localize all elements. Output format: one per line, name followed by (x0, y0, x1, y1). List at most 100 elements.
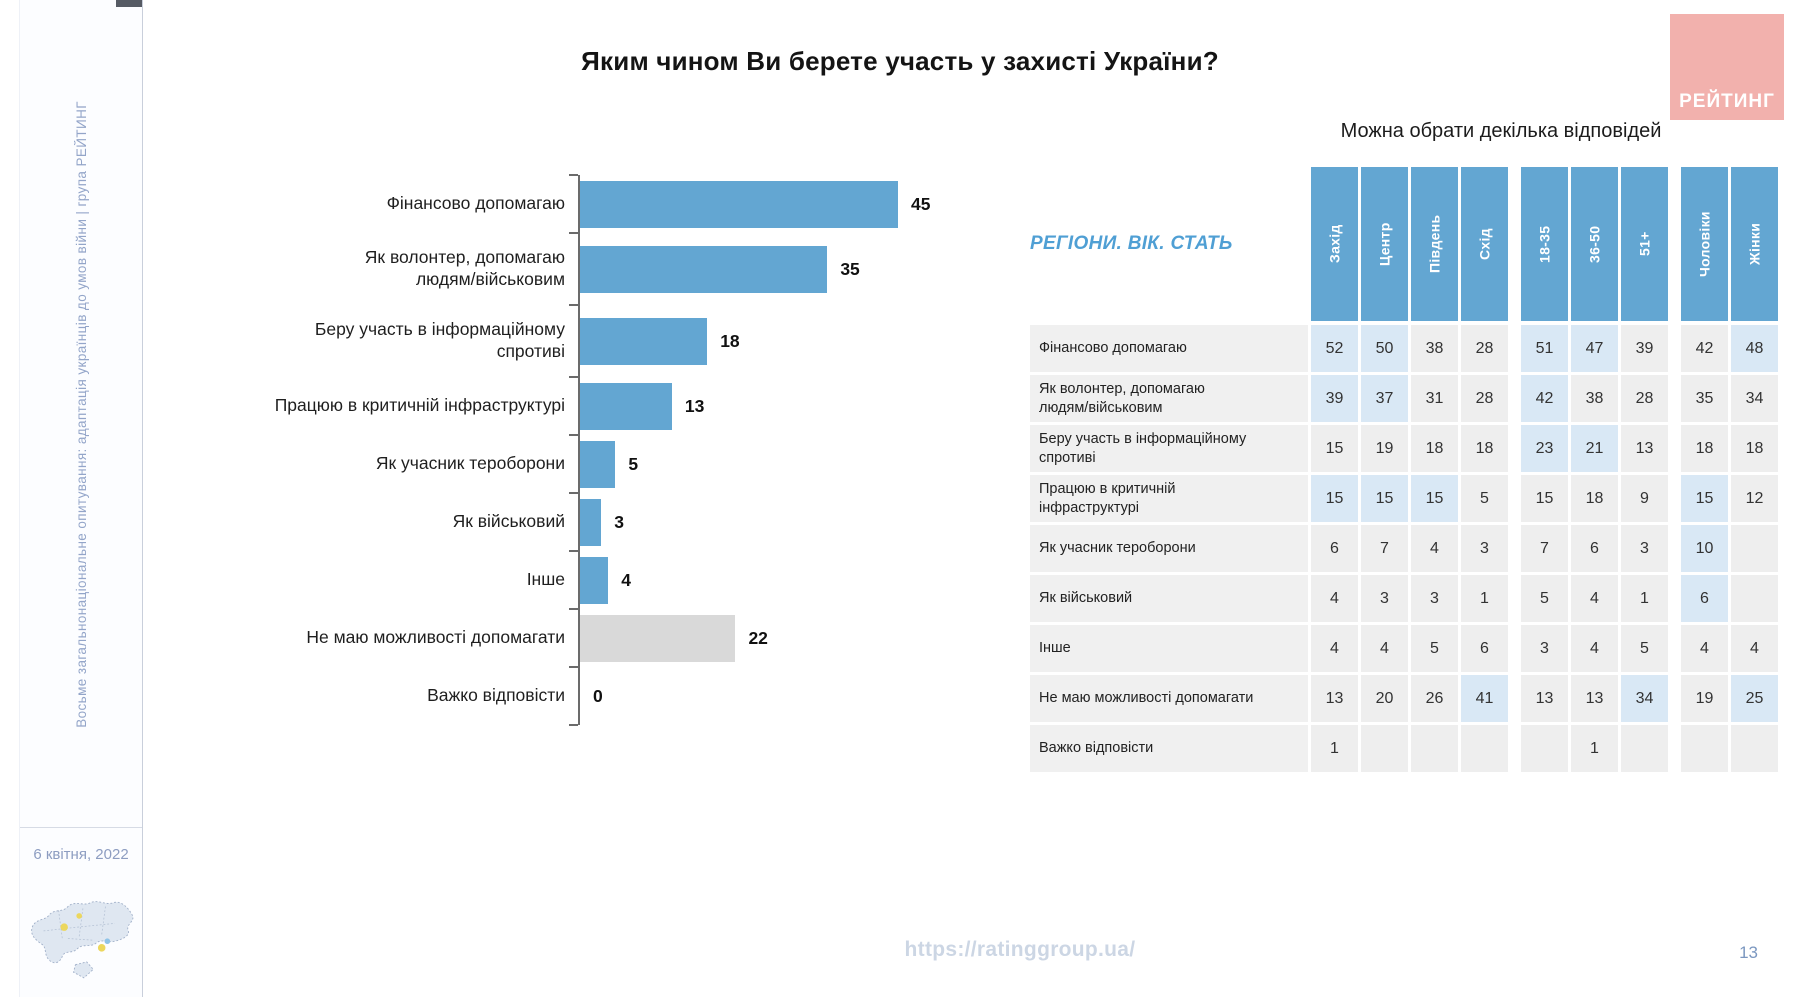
table-cell: 18 (1571, 475, 1618, 522)
bar-category-label: Не маю можливості допомагати (306, 627, 565, 648)
table-cell: 4 (1571, 575, 1618, 622)
demographics-table-panel: Можна обрати декілька відповідей РЕГІОНИ… (1030, 120, 1782, 775)
table-cell: 35 (1681, 375, 1728, 422)
table-cell: 41 (1461, 675, 1508, 722)
table-cell: 34 (1731, 375, 1778, 422)
column-group-gap (1671, 325, 1681, 372)
table-cell: 21 (1571, 425, 1618, 472)
column-header-18-35: 18-35 (1521, 167, 1568, 321)
table-cell (1731, 725, 1778, 772)
table-cell: 5 (1621, 625, 1668, 672)
bar-category-label: Фінансово допомагаю (386, 193, 565, 214)
sidebar: Восьме загальнонаціональне опитування: а… (19, 0, 143, 997)
row-label: Беру участь в інформаційному спротиві (1030, 425, 1308, 472)
column-group-gap (1671, 475, 1681, 522)
bar (580, 556, 609, 604)
page-title: Яким чином Ви берете участь у захисті Ук… (581, 46, 1219, 76)
table-cell: 18 (1681, 425, 1728, 472)
bar-category-label: Як військовий (452, 511, 565, 532)
bar-category-label: Як волонтер, допомагаю людям/військовим (364, 247, 565, 289)
bar-value-label: 22 (748, 627, 768, 648)
bar-row: Як учасник тероборони 5 (188, 434, 963, 493)
table-row: Працюю в критичній інфраструктурі 15 15 15 5… (1030, 475, 1782, 522)
column-header-36-50: 36-50 (1571, 167, 1618, 321)
table-cell: 4 (1681, 625, 1728, 672)
survey-name-vertical-text: Восьме загальнонаціональне опитування: а… (73, 100, 89, 728)
table-cell: 15 (1411, 475, 1458, 522)
table-cell: 4 (1311, 625, 1358, 672)
table-cell: 7 (1361, 525, 1408, 572)
table-cell (1461, 725, 1508, 772)
bar-track: 18 (569, 304, 963, 377)
row-label: Фінансово допомагаю (1030, 325, 1308, 372)
screen-edge-artifact (116, 0, 142, 7)
ratinggroup-url-link[interactable]: https://ratinggroup.ua/ (904, 938, 1136, 961)
column-group-gap (1671, 625, 1681, 672)
table-cell: 4 (1361, 625, 1408, 672)
table-cell: 1 (1621, 575, 1668, 622)
table-cell: 31 (1411, 375, 1458, 422)
bar-row: Не маю можливості допомагати 22 (188, 608, 963, 667)
column-group-gap (1511, 575, 1521, 622)
column-header-захід: Захід (1311, 167, 1358, 321)
row-label: Важко відповісти (1030, 725, 1308, 772)
column-group-gap (1671, 167, 1681, 321)
table-cell: 37 (1361, 375, 1408, 422)
table-cell: 39 (1621, 325, 1668, 372)
column-header-чоловіки: Чоловіки (1681, 167, 1728, 321)
table-cell: 3 (1621, 525, 1668, 572)
table-cell: 3 (1461, 525, 1508, 572)
table-cell: 1 (1571, 725, 1618, 772)
bar-category-label: Працюю в критичній інфраструктурі (274, 395, 565, 416)
table-row: Інше 4 4 5 6 3 4 5 4 4 (1030, 625, 1782, 672)
bar-value-label: 35 (840, 258, 860, 279)
table-cell: 7 (1521, 525, 1568, 572)
table-cell: 5 (1521, 575, 1568, 622)
bar (580, 440, 616, 488)
table-cell (1361, 725, 1408, 772)
table-row: Важко відповісти 1 1 (1030, 725, 1782, 772)
table-cell: 1 (1461, 575, 1508, 622)
table-row: Як військовий 4 3 3 1 5 4 1 6 (1030, 575, 1782, 622)
table-row: Не маю можливості допомагати 13 20 26 41 13 13… (1030, 675, 1782, 722)
column-header-центр: Центр (1361, 167, 1408, 321)
row-label: Не маю можливості допомагати (1030, 675, 1308, 722)
table-corner-label: РЕГІОНИ. ВІК. СТАТЬ (1030, 233, 1233, 254)
bar-row: Беру участь в інформаційному спротиві 18 (188, 304, 963, 377)
participation-bar-chart: Фінансово допомагаю 45 Як волонтер, допома… (188, 174, 963, 726)
table-cell: 15 (1361, 475, 1408, 522)
column-group-gap (1511, 325, 1521, 372)
table-cell (1681, 725, 1728, 772)
table-cell: 28 (1461, 325, 1508, 372)
table-cell: 28 (1621, 375, 1668, 422)
multi-answer-note: Можна обрати декілька відповідей (1340, 120, 1662, 142)
column-group-gap (1511, 675, 1521, 722)
bar-row: Важко відповісти 0 (188, 666, 963, 726)
bar-value-label: 0 (593, 685, 603, 706)
bar-value-label: 45 (911, 193, 931, 214)
bar-category-label: Важко відповісти (427, 685, 565, 706)
table-cell: 52 (1311, 325, 1358, 372)
table-cell: 38 (1571, 375, 1618, 422)
column-group-gap (1511, 725, 1521, 772)
table-cell: 48 (1731, 325, 1778, 372)
table-cell: 15 (1311, 425, 1358, 472)
column-group-gap (1511, 167, 1521, 321)
table-cell: 13 (1311, 675, 1358, 722)
bar-row: Як волонтер, допомагаю людям/військовим 3… (188, 232, 963, 305)
table-cell: 5 (1411, 625, 1458, 672)
table-cell: 39 (1311, 375, 1358, 422)
table-cell: 13 (1521, 675, 1568, 722)
bar-chart-rows: Фінансово допомагаю 45 Як волонтер, допома… (188, 174, 963, 726)
table-cell: 1 (1311, 725, 1358, 772)
table-cell: 3 (1361, 575, 1408, 622)
ukraine-map-icon (21, 887, 143, 1003)
column-header-південь: Південь (1411, 167, 1458, 321)
table-cell: 50 (1361, 325, 1408, 372)
table-cell: 3 (1411, 575, 1458, 622)
bar-row: Як військовий 3 (188, 492, 963, 551)
bar-category-label: Як учасник тероборони (375, 453, 565, 474)
table-cell: 6 (1461, 625, 1508, 672)
table-cell: 19 (1361, 425, 1408, 472)
table-cell: 26 (1411, 675, 1458, 722)
